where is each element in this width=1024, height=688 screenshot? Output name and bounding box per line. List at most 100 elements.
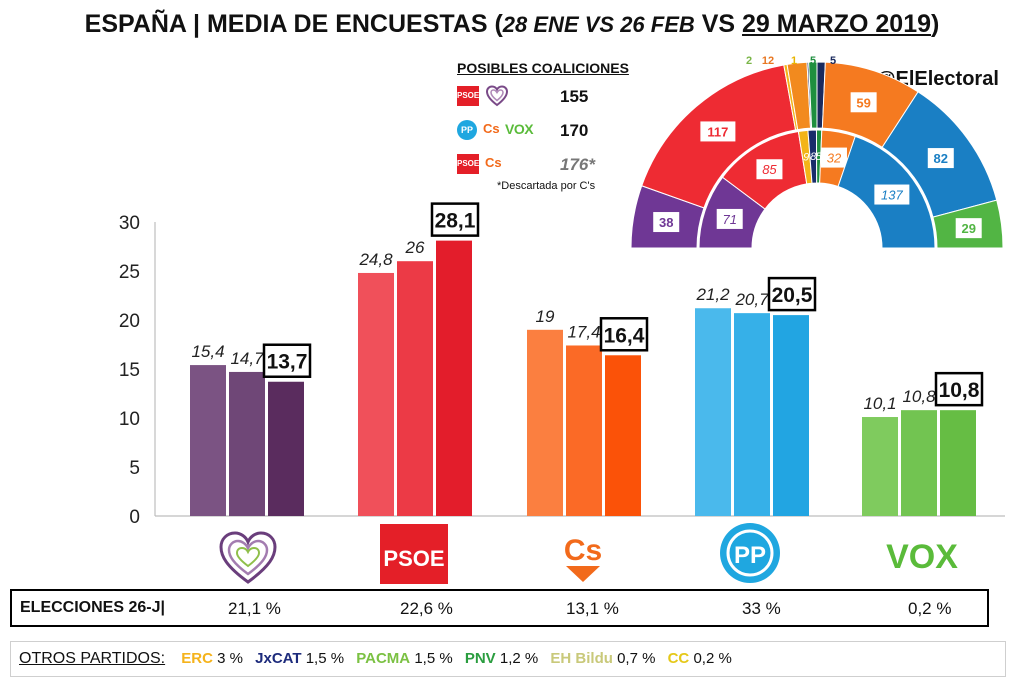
- svg-text:Cs: Cs: [564, 534, 602, 567]
- segment-label: 8: [810, 151, 817, 163]
- coalition-seats: 170: [560, 121, 589, 140]
- segment-label: 71: [722, 212, 736, 227]
- otros-party-value: 1,5 %: [414, 650, 453, 667]
- elecciones-value: 0,2 %: [908, 599, 952, 618]
- bar-value-box: [262, 343, 312, 378]
- elecciones-value: 21,1 %: [228, 599, 281, 618]
- bar-value-label: 17,4: [567, 322, 600, 341]
- podemos-heart-icon: [219, 531, 277, 584]
- y-tick-label: 25: [119, 262, 140, 283]
- elecciones-value: 33 %: [742, 599, 781, 618]
- bar: [734, 313, 770, 516]
- otros-item: EH Bildu 0,7 %: [550, 650, 655, 667]
- segment-label-box: [756, 159, 783, 180]
- hemicycle-base: [629, 248, 1005, 252]
- bar-value-label: 10,8: [902, 387, 936, 406]
- coalitions-note: *Descartada por C's: [497, 180, 596, 192]
- otros-item: CC 0,2 %: [668, 650, 732, 667]
- title-date: 29 MARZO 2019: [742, 10, 931, 38]
- otros-item: PNV 1,2 %: [465, 650, 538, 667]
- otros-party-name: EH Bildu: [550, 650, 613, 667]
- otros-party-value: 0,2 %: [693, 650, 732, 667]
- elecciones-row: ELECCIONES 26-J| 21,1 % 22,6 % 13,1 % 33…: [10, 589, 989, 627]
- hemicycle-top-label: 5: [810, 55, 816, 67]
- y-tick-label: 0: [129, 507, 140, 528]
- pp-logo-icon: PP: [720, 523, 780, 583]
- bar-value-label: 28,1: [435, 210, 476, 233]
- elecciones-label: ELECCIONES 26-J|: [20, 599, 165, 616]
- otros-item: JxCAT 1,5 %: [255, 650, 344, 667]
- y-tick-label: 30: [119, 213, 140, 234]
- segment-label: 38: [659, 215, 673, 230]
- title-prefix: ESPAÑA | MEDIA DE ENCUESTAS (: [84, 10, 503, 38]
- bar: [229, 371, 265, 516]
- cs-logo-icon: Cs: [483, 121, 500, 136]
- hemicycle-top-label: 2: [746, 55, 752, 67]
- svg-text:PSOE: PSOE: [383, 546, 444, 571]
- coalitions-title: POSIBLES COALICIONES: [457, 60, 629, 76]
- segment-label-box: [716, 208, 743, 229]
- segment-label: 32: [827, 151, 842, 166]
- title-compare: 28 ENE VS 26 FEB: [502, 12, 695, 37]
- svg-text:PP: PP: [734, 542, 766, 569]
- segment-label: 9: [803, 152, 809, 164]
- segment-label: 29: [961, 221, 975, 236]
- otros-label: OTROS PARTIDOS:: [19, 650, 166, 667]
- bar-value-box: [934, 371, 984, 407]
- title-vs: VS: [694, 10, 743, 38]
- otros-party-value: 3 %: [217, 650, 243, 667]
- bar-value-box: [767, 276, 817, 312]
- otros-party-name: PNV: [464, 650, 496, 667]
- segment-label: 137: [881, 188, 903, 203]
- bar-value-box: [599, 317, 649, 352]
- otros-party-value: 1,2 %: [499, 650, 539, 667]
- bar-value-label: 13,7: [267, 351, 308, 374]
- podemos-heart-icon: [485, 84, 509, 113]
- otros-party-name: CC: [667, 650, 690, 667]
- bar: [695, 308, 731, 516]
- elecciones-value: 22,6 %: [400, 599, 453, 618]
- bar: [397, 261, 433, 516]
- coalition-row: PP Cs VOX 170: [455, 118, 645, 144]
- coalition-seats: 155: [560, 87, 589, 106]
- bar: [527, 329, 563, 516]
- segment-label: 59: [856, 95, 870, 110]
- bar-value-label: 21,2: [695, 285, 730, 304]
- bar: [268, 381, 304, 516]
- coalition-seats-discarded: 176*: [560, 155, 595, 174]
- title-suffix: ): [931, 10, 940, 38]
- cs-logo-icon: Cs: [485, 155, 502, 170]
- bar-value-label: 26: [405, 238, 425, 257]
- segment-label: 117: [707, 124, 728, 139]
- segment-label: 82: [934, 151, 948, 166]
- segment-label: 85: [762, 162, 777, 177]
- segment-label-box: [820, 147, 847, 168]
- otros-item: PACMA 1,5 %: [356, 650, 452, 667]
- bar-value-label: 10,8: [939, 379, 980, 402]
- bar: [940, 410, 976, 516]
- coalition-row: PSOE 155: [455, 84, 645, 110]
- bar: [190, 365, 226, 516]
- coalitions-panel: POSIBLES COALICIONES PSOE 155 PP Cs VOX …: [455, 60, 645, 192]
- otros-party-value: 0,7 %: [617, 650, 656, 667]
- bar: [773, 315, 809, 516]
- otros-item: ERC 3 %: [181, 650, 243, 667]
- bar-value-label: 19: [536, 307, 555, 326]
- bar-value-label: 15,4: [191, 342, 224, 361]
- bar-value-label: 24,8: [358, 250, 393, 269]
- bar-value-label: 14,7: [230, 349, 264, 368]
- otros-party-name: ERC: [181, 650, 213, 667]
- bar: [862, 417, 898, 516]
- party-logos: PSOE Cs PP VOX: [219, 523, 958, 584]
- elecciones-value: 13,1 %: [566, 599, 619, 618]
- svg-text:VOX: VOX: [886, 538, 958, 576]
- bar: [436, 240, 472, 516]
- y-tick-label: 20: [119, 311, 140, 332]
- segment-label-box: [955, 218, 982, 239]
- bar: [566, 345, 602, 516]
- pp-logo-icon: PP: [457, 120, 477, 140]
- coalition-row: PSOE Cs 176*: [455, 152, 645, 178]
- cs-logo-icon: Cs: [564, 534, 602, 582]
